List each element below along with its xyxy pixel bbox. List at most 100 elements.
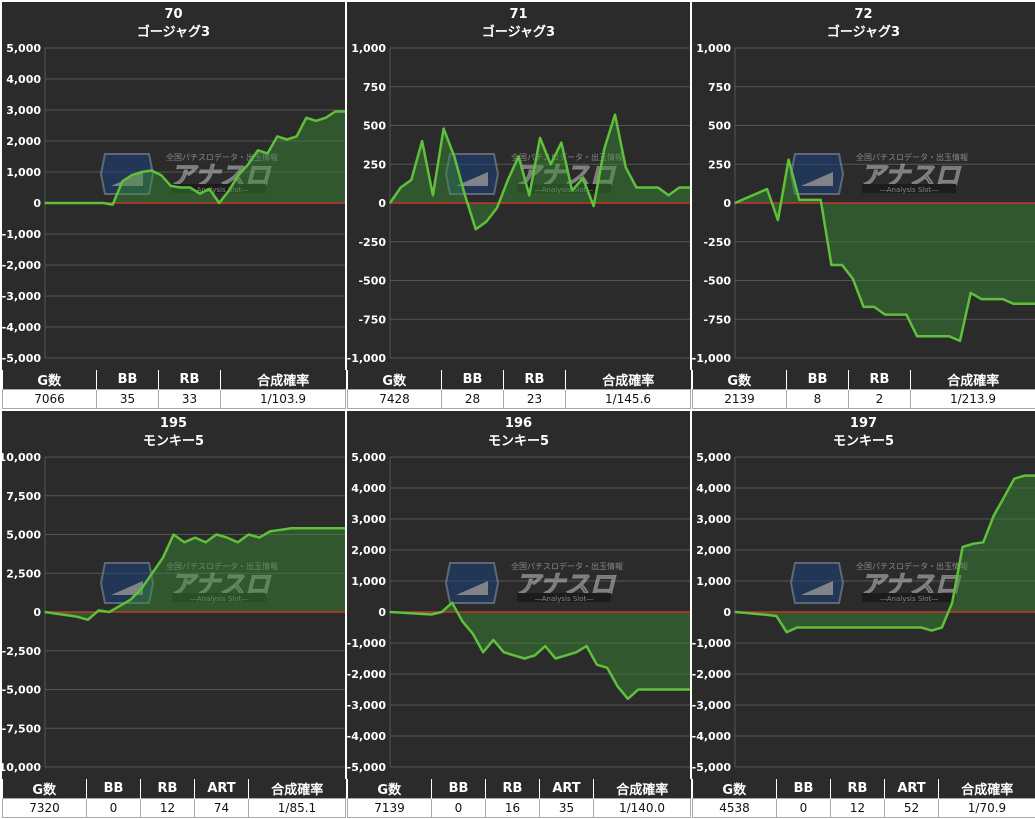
data-point (596, 664, 598, 666)
slot-chart: 196モンキー55,0004,0003,0002,0001,0000-1,000… (347, 411, 690, 779)
y-tick-label: 1,000 (696, 575, 731, 588)
data-point (400, 187, 402, 189)
y-tick-label: 0 (378, 197, 386, 210)
stats-header: BB (442, 370, 504, 390)
data-point (301, 528, 303, 530)
stats-value: 1/145.6 (566, 390, 691, 409)
stats-header: 合成確率 (221, 370, 346, 390)
data-point (55, 613, 57, 615)
data-point (335, 111, 337, 113)
stats-header: 合成確率 (911, 370, 1035, 390)
data-point (443, 128, 445, 130)
data-point (900, 627, 902, 629)
data-point (848, 627, 850, 629)
data-point (972, 543, 974, 545)
stats-header: RB (159, 370, 221, 390)
data-point (475, 229, 477, 231)
data-point (949, 336, 951, 338)
data-point (180, 187, 182, 189)
data-point (151, 170, 153, 172)
y-tick-label: 10,000 (2, 451, 41, 464)
y-tick-label: -5,000 (2, 352, 41, 365)
watermark-sub-text: ―Analysis Slot― (880, 595, 938, 603)
data-point (745, 612, 747, 614)
y-tick-label: -5,000 (347, 761, 386, 774)
y-tick-label: 2,000 (6, 135, 41, 148)
stats-value: 7320 (3, 799, 87, 818)
data-point (658, 689, 660, 691)
chart-subtitle: モンキー5 (143, 434, 204, 449)
y-tick-label: -500 (358, 275, 386, 288)
data-point (889, 627, 891, 629)
stats-value: 35 (540, 799, 594, 818)
data-point (529, 195, 531, 197)
slot-chart: 70ゴージャグ35,0004,0003,0002,0001,0000-1,000… (2, 2, 345, 370)
y-tick-label: 3,000 (6, 104, 41, 117)
data-point (389, 202, 391, 204)
data-point (323, 528, 325, 530)
data-point (534, 655, 536, 657)
data-point (64, 202, 66, 204)
data-point (411, 179, 413, 181)
data-point (669, 689, 671, 691)
stats-value: 1/213.9 (911, 390, 1035, 409)
data-point (259, 537, 261, 539)
data-point (291, 528, 293, 530)
y-tick-label: -1,000 (347, 352, 386, 365)
data-point (296, 136, 298, 138)
y-tick-label: -4,000 (347, 730, 386, 743)
data-point (565, 655, 567, 657)
stats-header: G数 (348, 370, 442, 390)
data-point (561, 142, 563, 144)
y-tick-label: -5,000 (2, 684, 41, 697)
y-tick-label: 1,000 (351, 42, 386, 55)
data-point (756, 193, 758, 195)
data-point (745, 198, 747, 200)
data-point (119, 605, 121, 607)
data-point (582, 177, 584, 179)
data-point (586, 645, 588, 647)
data-point (464, 195, 466, 197)
data-point (141, 588, 143, 590)
stats-header: ART (885, 779, 939, 799)
y-tick-label: 2,000 (696, 544, 731, 557)
stats-value: 1/103.9 (221, 390, 346, 409)
data-point (184, 542, 186, 544)
stats-value: 33 (159, 390, 221, 409)
data-point (807, 627, 809, 629)
stats-value: 28 (442, 390, 504, 409)
data-point (831, 264, 833, 266)
y-tick-label: -4,000 (2, 321, 41, 334)
y-tick-label: 0 (723, 606, 731, 619)
data-point (827, 627, 829, 629)
slot-chart: 72ゴージャグ31,0007505002500-250-500-750-1,00… (692, 2, 1035, 370)
data-point (959, 340, 961, 342)
y-tick-label: -2,000 (347, 668, 386, 681)
stats-header: RB (486, 779, 540, 799)
y-tick-label: -7,500 (2, 722, 41, 735)
y-tick-label: 250 (708, 158, 731, 171)
y-tick-label: -5,000 (692, 761, 731, 774)
data-point (991, 298, 993, 300)
slot-chart: 197モンキー55,0004,0003,0002,0001,0000-1,000… (692, 411, 1035, 779)
data-point (606, 667, 608, 669)
watermark-emblem-icon (791, 154, 843, 194)
data-point (76, 616, 78, 618)
data-point (267, 153, 269, 155)
stats-header: BB (432, 779, 486, 799)
data-point (269, 531, 271, 533)
data-point (593, 205, 595, 207)
data-point (796, 627, 798, 629)
data-point (315, 120, 317, 122)
data-point (194, 537, 196, 539)
data-point (482, 652, 484, 654)
data-point (160, 174, 162, 176)
data-point (389, 611, 391, 613)
stats-value: 1/140.0 (594, 799, 691, 818)
data-point (575, 652, 577, 654)
data-point (66, 614, 68, 616)
stats-value: 12 (831, 799, 885, 818)
